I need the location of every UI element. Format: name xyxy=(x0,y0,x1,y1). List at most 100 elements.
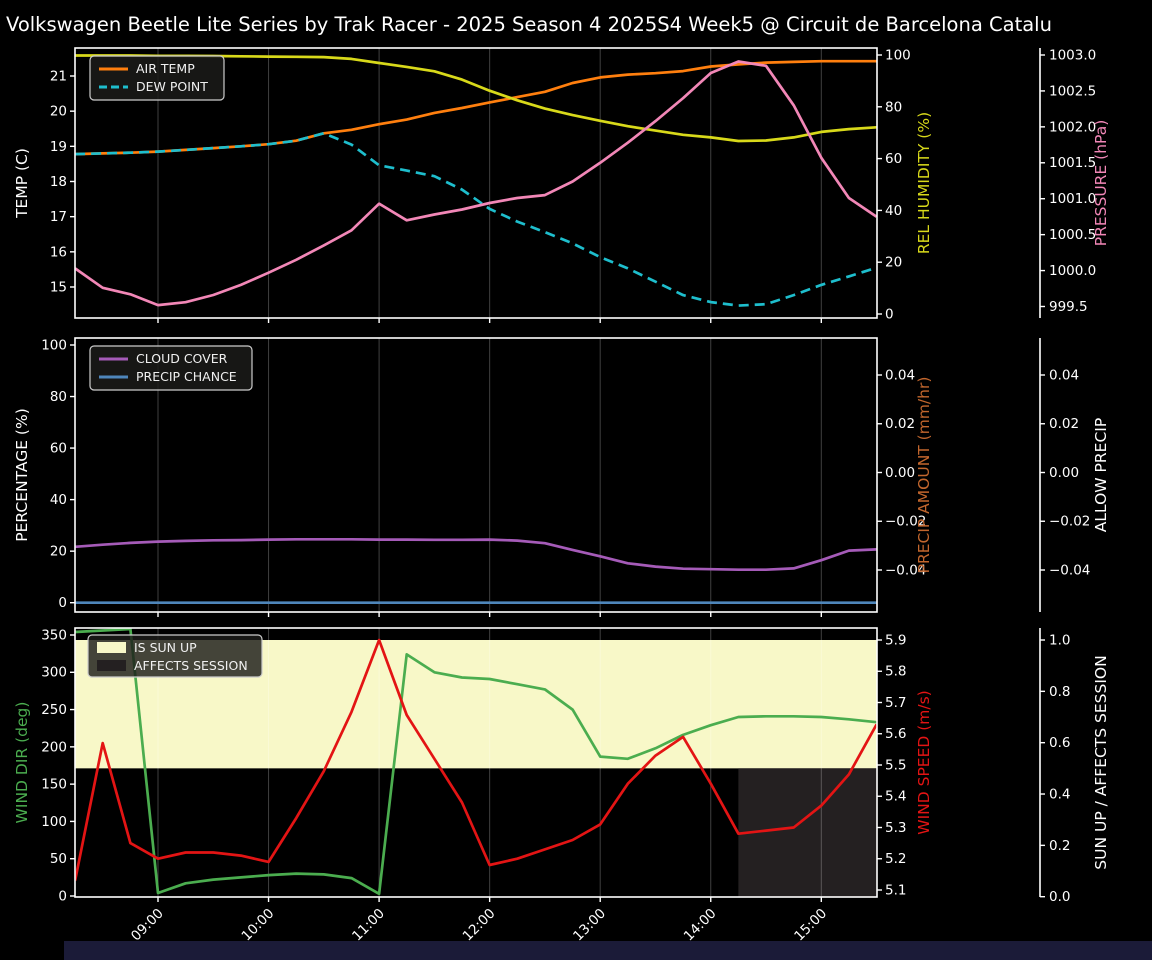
plot-border xyxy=(74,337,878,613)
legend-box xyxy=(89,55,225,101)
temp-panel: 15 16 17 18 19 20 21 TEMP (C) 0 20 40 60 80 100 REL HU… xyxy=(13,47,1110,323)
tick-label: 5.2 xyxy=(885,851,906,867)
plot-border xyxy=(74,627,878,898)
dew-point-legend-label: DEW POINT xyxy=(136,79,208,94)
tick-label: 0.04 xyxy=(1049,367,1079,383)
tick-label: 200 xyxy=(41,739,67,755)
temp-legend: AIR TEMP DEW POINT xyxy=(89,55,225,101)
x-tick-label: 11:00 xyxy=(349,906,388,945)
air-temp-legend-label: AIR TEMP xyxy=(136,61,195,76)
tick-label: 40 xyxy=(885,203,902,219)
tick-label: 20 xyxy=(50,104,67,120)
bottom-bar xyxy=(64,941,1152,960)
precip-amount-mm-hr--axis-label: PRECIP AMOUNT (mm/hr) xyxy=(915,377,933,574)
tick-label: 150 xyxy=(41,777,67,793)
x-tick-label: 15:00 xyxy=(791,906,830,945)
wind-panel: 0 50 100 150 200 250 300 350 WIND DIR (deg) 5.1 5.… xyxy=(13,627,1110,944)
is-sun-up-legend-swatch xyxy=(97,642,126,653)
tick-label: 0.0 xyxy=(1049,889,1070,905)
rel-humidity--axis-label: REL HUMIDITY (%) xyxy=(915,112,933,254)
tick-label: 1001.5 xyxy=(1049,155,1096,171)
tick-label: −0.02 xyxy=(1049,514,1090,530)
tick-label: 50 xyxy=(50,851,67,867)
tick-label: 0 xyxy=(58,595,67,611)
tick-label: 80 xyxy=(50,389,67,405)
tick-label: 100 xyxy=(885,47,911,63)
legend-box xyxy=(87,634,263,678)
plot-border xyxy=(74,47,878,319)
tick-label: 300 xyxy=(41,665,67,681)
tick-label: 0.02 xyxy=(1049,416,1079,432)
tick-label: 5.1 xyxy=(885,882,906,898)
tick-label: 1000.0 xyxy=(1049,263,1096,279)
affects-session-band xyxy=(738,768,877,897)
tick-label: 0.00 xyxy=(885,465,915,481)
tick-label: 5.8 xyxy=(885,664,906,680)
tick-label: 5.4 xyxy=(885,789,906,805)
x-tick-label: 14:00 xyxy=(681,906,720,945)
tick-label: 5.5 xyxy=(885,757,906,773)
wind-speed-m-s--axis-label: WIND SPEED (m/s) xyxy=(915,690,933,834)
percentage--axis-label: PERCENTAGE (%) xyxy=(13,408,31,542)
tick-label: 0 xyxy=(58,888,67,904)
x-tick-label: 13:00 xyxy=(570,906,609,945)
tick-label: 999.5 xyxy=(1049,299,1088,315)
pressure-hpa--axis-label: PRESSURE (hPa) xyxy=(1092,120,1110,247)
figure-title: Volkswagen Beetle Lite Series by Trak Ra… xyxy=(6,13,1052,36)
tick-label: 0.00 xyxy=(1049,465,1079,481)
x-tick-label: 09:00 xyxy=(128,906,167,945)
tick-label: 20 xyxy=(50,544,67,560)
x-tick-label: 10:00 xyxy=(239,906,278,945)
tick-label: 0 xyxy=(885,306,894,322)
tick-label: 0.8 xyxy=(1049,684,1070,700)
tick-label: 60 xyxy=(885,151,902,167)
pressure-line xyxy=(75,60,877,307)
tick-label: 1002.5 xyxy=(1049,83,1096,99)
cloud-cover-line xyxy=(75,537,877,572)
tick-label: 16 xyxy=(50,244,67,260)
precip-chance-legend-label: PRECIP CHANCE xyxy=(136,369,237,384)
tick-label: 5.3 xyxy=(885,820,906,836)
temp-c--axis-label: TEMP (C) xyxy=(13,148,31,219)
tick-label: 1002.0 xyxy=(1049,119,1096,135)
tick-label: 1001.0 xyxy=(1049,191,1096,207)
tick-label: −0.04 xyxy=(1049,562,1090,578)
wind-dir-deg--axis-label: WIND DIR (deg) xyxy=(13,702,31,824)
tick-label: 21 xyxy=(50,68,67,84)
tick-label: 0.4 xyxy=(1049,786,1070,802)
tick-label: 1.0 xyxy=(1049,632,1070,648)
tick-label: 0.2 xyxy=(1049,838,1070,854)
tick-label: 80 xyxy=(885,99,902,115)
tick-label: 60 xyxy=(50,441,67,457)
allow-precip-axis-label: ALLOW PRECIP xyxy=(1092,418,1110,532)
tick-label: 15 xyxy=(50,279,67,295)
tick-label: 250 xyxy=(41,702,67,718)
tick-label: 5.9 xyxy=(885,632,906,648)
tick-label: 19 xyxy=(50,139,67,155)
is-sun-up-legend-label: IS SUN UP xyxy=(134,640,197,655)
wind-legend: IS SUN UP AFFECTS SESSION xyxy=(87,634,263,678)
affects-session-legend-swatch xyxy=(97,660,126,671)
dew-point-line xyxy=(75,131,877,307)
wind-speed-line xyxy=(75,638,877,881)
tick-label: 40 xyxy=(50,492,67,508)
precip-legend: CLOUD COVER PRECIP CHANCE xyxy=(89,345,253,391)
tick-label: 1003.0 xyxy=(1049,47,1096,63)
tick-label: 5.7 xyxy=(885,695,906,711)
cloud-cover-legend-label: CLOUD COVER xyxy=(136,351,228,366)
sun-up-affects-session-axis-label: SUN UP / AFFECTS SESSION xyxy=(1092,655,1110,869)
tick-label: 100 xyxy=(41,337,67,353)
tick-label: 17 xyxy=(50,209,67,225)
tick-label: 18 xyxy=(50,174,67,190)
x-tick-label: 12:00 xyxy=(460,906,499,945)
tick-label: 0.6 xyxy=(1049,735,1070,751)
tick-label: 350 xyxy=(41,627,67,643)
tick-label: 5.6 xyxy=(885,726,906,742)
tick-label: −0.04 xyxy=(885,562,926,578)
tick-label: 0.02 xyxy=(885,416,915,432)
tick-label: 0.04 xyxy=(885,367,915,383)
tick-label: 1000.5 xyxy=(1049,227,1096,243)
tick-label: −0.02 xyxy=(885,514,926,530)
